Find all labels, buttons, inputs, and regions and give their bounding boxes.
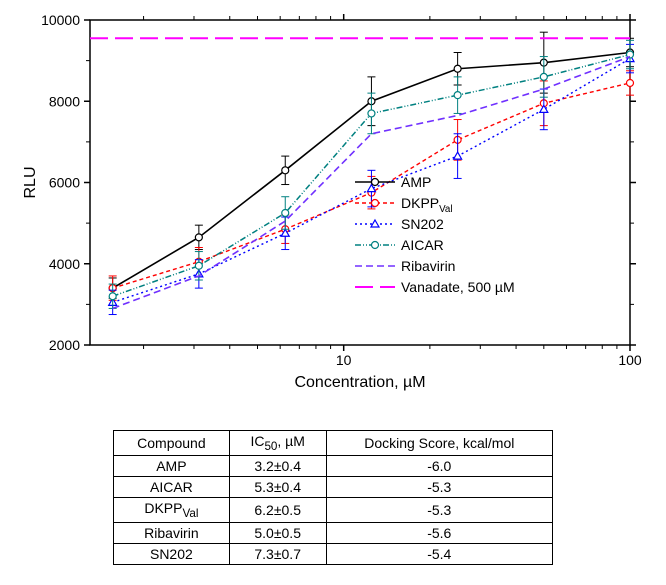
svg-text:4000: 4000 <box>49 256 80 272</box>
table-cell: -6.0 <box>326 455 552 476</box>
svg-text:8000: 8000 <box>49 93 80 109</box>
svg-text:2000: 2000 <box>49 337 80 353</box>
svg-text:AICAR: AICAR <box>401 237 444 253</box>
table-cell: Ribavirin <box>114 522 230 543</box>
svg-text:6000: 6000 <box>49 175 80 191</box>
table-cell: DKPPVal <box>114 497 230 522</box>
table-cell: -5.3 <box>326 497 552 522</box>
svg-text:Vanadate, 500 µM: Vanadate, 500 µM <box>401 279 515 295</box>
table-header: Compound <box>114 431 230 456</box>
table-cell: -5.4 <box>326 543 552 564</box>
table-row: AMP3.2±0.4-6.0 <box>114 455 553 476</box>
table-row: AICAR5.3±0.4-5.3 <box>114 476 553 497</box>
svg-text:DKPPVal: DKPPVal <box>401 195 453 215</box>
svg-text:Ribavirin: Ribavirin <box>401 258 455 274</box>
line-chart: 2000 4000 6000 8000 10000 10 100 Concentration,… <box>0 0 666 420</box>
svg-text:SN202: SN202 <box>401 216 444 232</box>
svg-text:10: 10 <box>336 352 352 368</box>
table-cell: 7.3±0.7 <box>229 543 326 564</box>
table-cell: AMP <box>114 455 230 476</box>
table-cell: 3.2±0.4 <box>229 455 326 476</box>
table-cell: AICAR <box>114 476 230 497</box>
table-row: DKPPVal6.2±0.5-5.3 <box>114 497 553 522</box>
svg-text:AMP: AMP <box>401 174 431 190</box>
table-row: Ribavirin5.0±0.5-5.6 <box>114 522 553 543</box>
svg-text:RLU: RLU <box>22 166 39 198</box>
svg-text:10000: 10000 <box>41 12 80 28</box>
table-header: IC50, µM <box>229 431 326 456</box>
table-cell: -5.6 <box>326 522 552 543</box>
table-cell: -5.3 <box>326 476 552 497</box>
table-row: SN2027.3±0.7-5.4 <box>114 543 553 564</box>
table-cell: 6.2±0.5 <box>229 497 326 522</box>
table-cell: 5.3±0.4 <box>229 476 326 497</box>
chart-container: 2000 4000 6000 8000 10000 10 100 Concentration,… <box>0 0 666 420</box>
svg-text:100: 100 <box>618 352 642 368</box>
data-table-container: CompoundIC50, µMDocking Score, kcal/molA… <box>113 430 553 565</box>
table-header: Docking Score, kcal/mol <box>326 431 552 456</box>
table-cell: 5.0±0.5 <box>229 522 326 543</box>
svg-text:Concentration, µM: Concentration, µM <box>294 374 425 391</box>
data-table: CompoundIC50, µMDocking Score, kcal/molA… <box>113 430 553 565</box>
table-cell: SN202 <box>114 543 230 564</box>
